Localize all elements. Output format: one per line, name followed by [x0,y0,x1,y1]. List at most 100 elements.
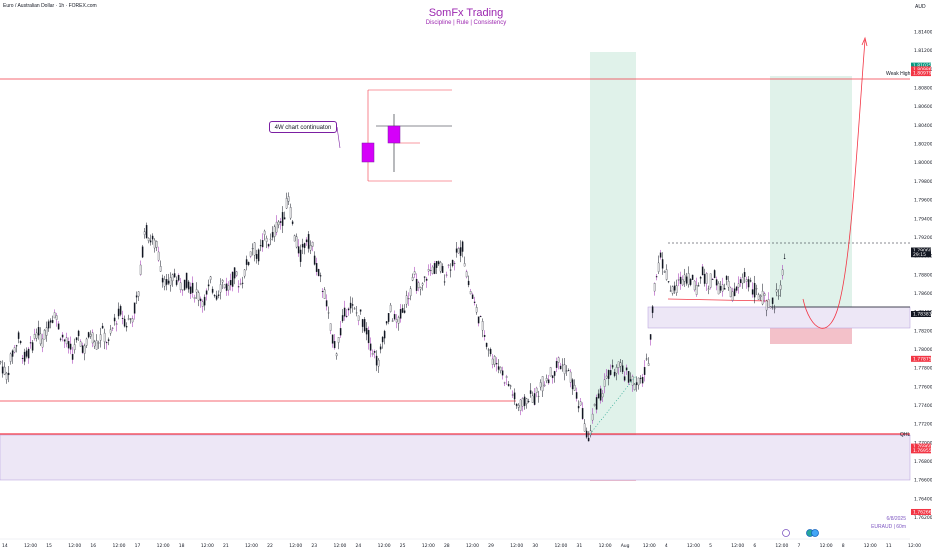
candle-body [713,270,716,279]
clock-icon[interactable] [782,529,790,537]
candle-body [359,309,362,312]
candle-body [423,276,426,278]
candle-body [317,268,320,276]
time-tick-label: 12:00 [775,543,788,549]
price-tick-label: 1.80000 [914,160,932,166]
candle-body [613,371,616,376]
time-tick-label: 12:00 [422,543,435,549]
candle-body [517,404,520,408]
candle-body [489,349,492,355]
candle-body [675,285,678,294]
price-tick-label: 1.79400 [914,216,932,222]
callout-4w-chart[interactable]: 4W chart continuaton [269,121,337,133]
settings-icon[interactable] [811,529,819,537]
candle-body [395,319,398,323]
candle-body [469,291,472,295]
candle-body [775,289,778,293]
price-tag-label: 1.78383 [913,312,932,318]
price-tick-label: 1.80400 [914,123,932,129]
candle-body [445,274,448,276]
candle-body [199,298,202,302]
candle-body [361,319,364,327]
time-tick-label: 17 [135,543,141,549]
candle-body [9,353,12,362]
candle-body [243,269,246,277]
candle-body [109,329,112,334]
long-position-target-zone-right[interactable] [770,76,852,307]
symbol-label[interactable]: Euro / Australian Dollar · 1h · FOREX.co… [3,3,97,9]
candle-body [717,283,720,295]
candle-body [55,315,58,320]
currency-label[interactable]: AUD [915,4,926,10]
candle-body [117,308,120,317]
candle-body [71,353,74,360]
price-tag-bg [911,447,931,454]
candle-body [443,281,446,283]
candle-body [773,308,776,310]
candle-body [641,376,644,384]
callout-pointer [336,126,341,149]
candle-body [639,377,642,379]
candle-body [733,288,736,297]
long-position-target-zone-left[interactable] [590,52,636,434]
candle-body [561,364,564,366]
time-tick-label: 12:00 [333,543,346,549]
candle-body [315,263,318,272]
qhl-label: QHL [900,432,911,438]
candle-body [7,372,10,376]
time-tick-label: 12:00 [510,543,523,549]
price-tick-label: 1.80800 [914,86,932,92]
candle-body [13,347,16,353]
candle-body [563,364,566,374]
candle-body [611,365,614,368]
candle-body [309,245,312,251]
candle-body [149,240,152,243]
4w-candle-2 [387,125,401,144]
candle-body [249,251,252,257]
candle-body [219,284,222,293]
candle-body [31,342,34,351]
candle-body [449,269,452,271]
price-tick-label: 1.80600 [914,104,932,110]
candle-body [85,338,88,346]
candle-body [721,284,724,292]
demand-zone-lower[interactable] [0,434,911,481]
candle-body [241,282,244,284]
time-tick-label: 12:00 [820,543,833,549]
candle-body [727,280,730,288]
candle-body [671,286,674,294]
candle-body [171,274,174,282]
candle-body [111,327,114,329]
price-tag-bg [911,443,931,450]
candle-body [459,247,462,256]
candle-body [207,284,210,287]
candle-body [143,231,146,235]
candle-body [617,361,620,368]
candle-body [707,288,710,290]
candle-body [273,226,276,237]
demand-zone-upper[interactable] [647,306,911,329]
price-tick-label: 1.79200 [914,235,932,241]
candle-body [667,281,670,283]
candle-body [323,289,326,300]
candle-body [649,334,652,340]
candle-body [285,198,288,209]
candle-body [59,338,62,340]
candle-body [729,287,732,298]
candle-body [487,349,490,351]
time-axis[interactable]: 14 12:00 15 12:00 16 12:00 17 12:00 18 12:00 21 12:… [2,543,921,549]
candle-body [263,230,266,235]
price-tick-label: 1.78000 [914,347,932,353]
time-tick-label: 12:00 [289,543,302,549]
candle-body [521,398,524,407]
price-tick-label: 1.81400 [914,30,932,36]
candle-body [557,357,560,363]
candle-body [493,355,496,365]
candle-body [325,300,328,307]
candle-body [305,239,308,243]
candle-body [417,282,420,288]
candle-body [437,261,440,265]
candle-body [27,348,30,359]
candle-body [279,221,282,223]
